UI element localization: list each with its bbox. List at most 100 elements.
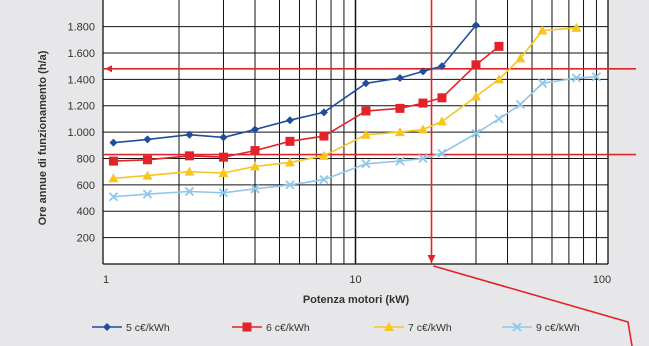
data-point xyxy=(108,192,119,202)
data-point xyxy=(537,78,548,88)
data-point xyxy=(395,74,404,83)
data-point xyxy=(471,21,480,30)
data-point xyxy=(361,106,371,116)
annotation-arrowhead-vertical xyxy=(427,255,436,263)
data-point xyxy=(250,184,260,194)
x-tick-labels: 1 10 100 xyxy=(103,274,611,286)
data-point xyxy=(108,156,118,166)
data-point xyxy=(285,180,295,190)
data-point xyxy=(494,114,504,124)
x-tick-label: 100 xyxy=(593,274,611,286)
legend-item: 5 c€/kWh xyxy=(92,322,170,334)
series-3 xyxy=(108,22,582,183)
data-point xyxy=(395,103,405,113)
data-point xyxy=(395,156,405,166)
x-axis-title: Potenza motori (kW) xyxy=(303,294,410,306)
data-point xyxy=(470,91,481,101)
y-tick-label: 200 xyxy=(77,233,95,245)
y-tick-label: 1.600 xyxy=(67,48,95,60)
y-tick-labels: 200 400 600 800 1.000 1.200 1.400 1.600 1.800 xyxy=(67,22,95,245)
data-point xyxy=(250,161,261,171)
legend-label: 9 c€/kWh xyxy=(536,322,580,334)
data-point xyxy=(437,93,447,103)
data-point xyxy=(318,150,329,160)
y-tick-label: 600 xyxy=(77,180,95,192)
data-point xyxy=(360,129,371,139)
y-tick-label: 1.000 xyxy=(67,127,95,139)
data-point xyxy=(515,53,526,63)
legend-label: 6 c€/kWh xyxy=(266,322,310,334)
y-tick-label: 1.400 xyxy=(67,74,95,86)
data-point xyxy=(571,22,582,32)
annotation-lines xyxy=(103,0,636,346)
data-point xyxy=(184,186,195,197)
data-point xyxy=(142,170,153,180)
series-4 xyxy=(108,72,602,202)
data-point xyxy=(591,72,602,82)
data-point xyxy=(537,25,548,35)
data-point xyxy=(494,41,504,51)
data-point xyxy=(361,79,370,88)
data-point xyxy=(417,124,428,134)
data-point xyxy=(218,188,229,198)
series-group xyxy=(108,21,602,202)
data-point xyxy=(142,155,152,165)
data-point xyxy=(185,130,194,139)
data-point xyxy=(184,166,195,176)
data-point xyxy=(571,73,582,83)
data-point xyxy=(219,133,228,142)
series-1 xyxy=(109,21,480,147)
data-point xyxy=(218,152,228,162)
y-tick-label: 400 xyxy=(77,206,95,218)
data-point xyxy=(418,98,428,108)
legend-item: 6 c€/kWh xyxy=(232,322,310,334)
annotation-arrowhead-upper xyxy=(105,65,112,73)
y-tick-label: 800 xyxy=(77,153,95,165)
data-point xyxy=(418,67,427,76)
y-tick-label: 1.800 xyxy=(67,22,95,34)
data-point xyxy=(284,157,295,167)
data-point xyxy=(319,108,328,117)
x-tick-label: 10 xyxy=(349,274,361,286)
legend-swatch-marker xyxy=(242,322,252,332)
data-point xyxy=(108,173,119,183)
data-point xyxy=(437,62,446,71)
grid xyxy=(102,0,609,265)
data-point xyxy=(493,74,504,84)
data-point xyxy=(436,116,447,126)
series-2 xyxy=(108,41,504,166)
data-point xyxy=(471,60,481,70)
legend-item: 9 c€/kWh xyxy=(502,322,580,334)
data-point xyxy=(285,116,294,125)
x-tick-label: 1 xyxy=(103,274,109,286)
data-point xyxy=(142,189,153,199)
legend-swatch-marker xyxy=(512,322,522,332)
y-axis-title: Ore annue di funzionamento (h/a) xyxy=(37,50,49,225)
legend-label: 5 c€/kWh xyxy=(126,322,170,334)
data-point xyxy=(319,131,329,141)
data-point xyxy=(218,167,229,177)
data-point xyxy=(143,135,152,144)
legend-label: 7 c€/kWh xyxy=(408,322,452,334)
legend-swatch-marker xyxy=(103,323,111,331)
data-point xyxy=(361,159,371,169)
data-point xyxy=(250,146,260,156)
data-point xyxy=(515,99,526,110)
legend-item: 7 c€/kWh xyxy=(374,322,452,334)
legend-swatch-marker xyxy=(384,322,394,331)
data-point xyxy=(471,128,481,139)
data-point xyxy=(251,125,260,134)
data-point xyxy=(285,136,295,146)
series-line xyxy=(113,27,577,180)
data-point xyxy=(437,148,447,158)
y-tick-label: 1.200 xyxy=(67,101,95,113)
data-point xyxy=(109,138,118,147)
data-point xyxy=(184,151,194,161)
data-point xyxy=(394,127,405,137)
legend: 5 c€/kWh 6 c€/kWh 7 c€/kWh 9 c€/kWh xyxy=(92,322,580,334)
data-point xyxy=(319,174,329,185)
data-point xyxy=(418,153,428,164)
series-line xyxy=(113,24,477,144)
annotation-callout-line xyxy=(433,265,633,346)
